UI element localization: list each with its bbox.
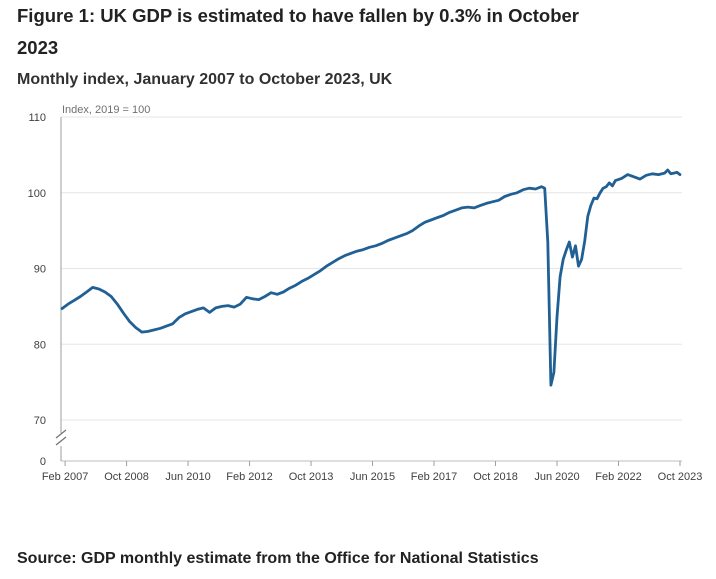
x-tick-label: Oct 2023 [658,471,703,483]
y-tick-label: 70 [34,415,46,427]
x-tick-label: Oct 2008 [104,471,149,483]
y-tick-label: 0 [40,456,46,468]
chart-subtitle: Monthly index, January 2007 to October 2… [17,71,393,88]
x-tick-label: Oct 2018 [473,471,518,483]
y-tick-label: 80 [34,339,46,351]
x-tick-label: Feb 2007 [42,471,88,483]
gridlines [61,116,682,462]
y-tick-label: 100 [28,188,46,200]
series-line-gdp-index [60,168,682,387]
y-tick-label: 110 [28,112,46,124]
series-group [60,168,682,387]
x-tick-label: Feb 2012 [226,471,272,483]
x-axis: Feb 2007 Oct 2008 Jun 2010 Feb 2012 Oct 2013… [42,461,702,483]
x-tick-label: Feb 2017 [411,471,457,483]
axis-break-mark [55,436,67,446]
x-tick-label: Feb 2022 [595,471,641,483]
y-axis-unit-label: Index, 2019 = 100 [62,104,150,116]
y-tick-label: 90 [34,264,46,276]
y-axis: 0 70 80 90 100 110 [28,112,67,468]
x-tick-label: Jun 2010 [165,471,210,483]
x-tick-label: Jun 2020 [534,471,579,483]
x-tick-label: Jun 2015 [350,471,395,483]
x-tick-label: Oct 2013 [289,471,334,483]
chart-title: Figure 1: UK GDP is estimated to have fa… [17,5,580,58]
source-note: Source: GDP monthly estimate from the Of… [17,550,539,567]
axis-break-mark [55,429,67,439]
